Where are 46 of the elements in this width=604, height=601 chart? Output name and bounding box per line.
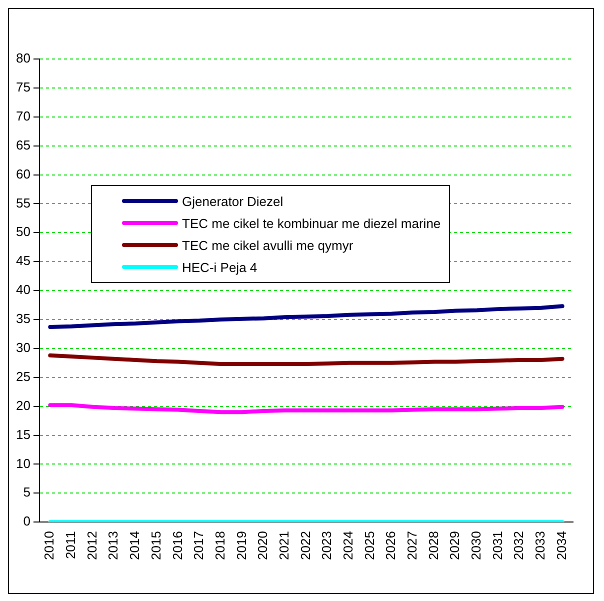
y-tick-label: 50: [16, 224, 30, 240]
y-tick-label: 70: [16, 108, 30, 124]
x-tick-label: 2019: [234, 531, 249, 560]
x-tick-label: 2034: [554, 531, 569, 560]
x-tick-label: 2023: [319, 531, 334, 560]
x-tick-label: 2016: [170, 531, 185, 560]
x-tick-label: 2022: [298, 531, 313, 560]
x-tick-label: 2018: [212, 531, 228, 560]
y-tick-label: 20: [16, 398, 30, 413]
legend-label: TEC me cikel te kombinuar me diezel marine: [182, 216, 441, 230]
y-tick-label: 0: [23, 514, 30, 529]
y-tick-label: 45: [16, 253, 30, 268]
y-tick-label: 35: [16, 311, 30, 326]
x-tick-label: 2021: [276, 531, 292, 560]
y-tick-label: 10: [16, 456, 30, 471]
x-tick-label: 2010: [42, 531, 57, 560]
y-tick-label: 40: [16, 282, 30, 298]
y-tick-label: 15: [16, 426, 30, 442]
x-tick-label: 2031: [490, 531, 505, 560]
x-tick-label: 2029: [447, 531, 462, 560]
x-tick-label: 2026: [383, 531, 398, 560]
x-tick-label: 2013: [106, 531, 121, 560]
y-tick-label: 30: [16, 340, 30, 356]
legend-label: Gjenerator Diezel: [182, 194, 284, 208]
y-tick-label: 75: [16, 80, 30, 95]
y-tick-label: 65: [16, 137, 30, 152]
x-tick-label: 2032: [511, 531, 526, 560]
x-tick-label: 2024: [340, 531, 356, 560]
legend-label: TEC me cikel avulli me qymyr: [182, 238, 354, 252]
x-tick-label: 2027: [404, 531, 420, 560]
y-tick-label: 80: [16, 50, 30, 66]
y-tick-label: 25: [16, 368, 30, 384]
x-tick-label: 2011: [63, 531, 78, 560]
legend-label: HEC-i Peja 4: [182, 260, 258, 274]
x-tick-label: 2028: [426, 531, 441, 560]
x-tick-label: 2030: [468, 531, 484, 560]
y-tick-label: 55: [16, 195, 30, 210]
x-tick-label: 2033: [532, 531, 548, 560]
x-tick-label: 2015: [148, 531, 164, 560]
x-tick-label: 2017: [191, 531, 206, 560]
y-tick-label: 5: [23, 484, 30, 500]
x-tick-label: 2014: [127, 531, 142, 560]
y-tick-label: 60: [16, 166, 30, 182]
x-tick-label: 2025: [362, 531, 377, 560]
x-tick-label: 2020: [255, 531, 270, 560]
x-tick-label: 2012: [84, 531, 100, 560]
